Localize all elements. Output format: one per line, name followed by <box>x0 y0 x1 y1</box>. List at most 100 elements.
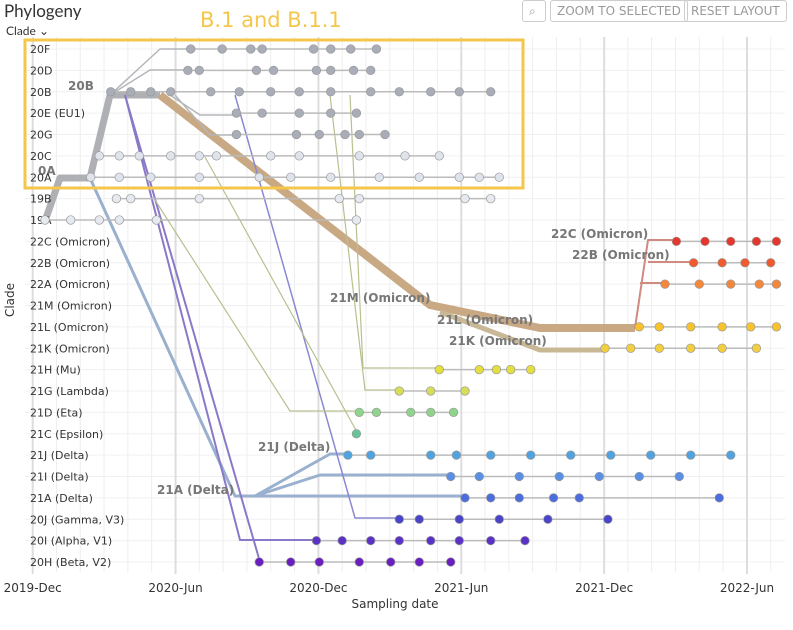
sample-point <box>634 471 644 482</box>
sample-point <box>474 364 484 375</box>
sample-point <box>454 535 464 546</box>
sample-point <box>114 151 124 161</box>
branch-label: 21M (Omicron) <box>330 291 430 305</box>
sample-point <box>543 514 553 524</box>
sample-point <box>486 493 496 503</box>
sample-point <box>486 535 496 546</box>
sample-point <box>686 450 696 460</box>
sample-point <box>257 44 267 54</box>
sample-point <box>434 151 444 161</box>
sample-point <box>460 193 470 204</box>
sample-point <box>343 450 353 460</box>
sample-point <box>326 44 336 54</box>
sample-point <box>394 87 404 97</box>
y-tick-label: 20B <box>30 86 52 99</box>
branch-label: 21L (Omicron) <box>437 313 533 327</box>
sample-point <box>451 450 462 460</box>
sample-point <box>294 87 304 97</box>
x-tick-label: 2022-Jun <box>720 581 774 595</box>
y-tick-label: 20H (Beta, V2) <box>30 556 111 569</box>
sample-point <box>337 535 347 546</box>
sample-point <box>314 129 324 140</box>
sample-point <box>494 172 504 182</box>
sample-point <box>294 108 304 118</box>
sample-point <box>460 386 470 396</box>
sample-point <box>674 471 684 482</box>
sample-point <box>351 429 362 439</box>
sample-point <box>366 535 376 546</box>
sample-point <box>246 44 256 54</box>
sample-point <box>654 343 664 353</box>
sample-point <box>646 450 656 460</box>
sample-point <box>66 215 76 225</box>
y-tick-label: 22C (Omicron) <box>30 235 110 248</box>
sample-point <box>326 172 336 182</box>
sample-point <box>354 557 364 567</box>
sample-point <box>454 172 464 182</box>
clade-selector[interactable]: Clade ⌄ <box>6 23 50 38</box>
y-tick-label: 20F <box>30 43 50 56</box>
sample-point <box>194 65 204 76</box>
search-button[interactable]: ⌕ <box>522 0 546 22</box>
sample-point <box>354 129 364 140</box>
sample-point <box>231 108 242 118</box>
sample-point <box>726 450 736 460</box>
branches <box>41 48 692 563</box>
sample-point <box>183 65 193 76</box>
sample-point <box>326 65 336 76</box>
zoom-button[interactable]: ZOOM TO SELECTED <box>550 0 688 22</box>
sample-point <box>346 44 356 54</box>
sample-point <box>426 450 436 460</box>
sample-point <box>86 172 96 182</box>
sample-point <box>348 65 359 76</box>
sample-point <box>340 129 350 140</box>
y-tick-label: 21M (Omicron) <box>30 300 112 313</box>
sample-point <box>351 108 362 118</box>
sample-point <box>251 65 262 76</box>
sample-point <box>426 87 436 97</box>
sample-point <box>380 129 390 140</box>
sample-point <box>474 471 484 482</box>
sample-point <box>603 514 613 524</box>
sample-point <box>194 151 204 161</box>
sample-point <box>134 151 144 161</box>
y-tick-label: 21D (Eta) <box>30 406 83 419</box>
sample-point <box>460 493 470 503</box>
sample-point <box>446 557 456 567</box>
sample-point <box>771 236 782 247</box>
sample-point <box>694 279 704 289</box>
y-tick-label: 22A (Omicron) <box>30 278 110 291</box>
y-tick-label: 21A (Delta) <box>30 492 93 505</box>
sample-point <box>454 514 464 524</box>
sample-point <box>686 322 696 332</box>
sample-point <box>700 236 710 247</box>
sample-point <box>414 557 424 567</box>
y-tick-label: 21C (Epsilon) <box>30 428 103 441</box>
sample-point <box>414 514 424 524</box>
sample-point <box>717 258 727 268</box>
sample-point <box>771 279 782 289</box>
y-tick-label: 21J (Delta) <box>30 449 89 462</box>
y-tick-label: 21I (Delta) <box>30 471 89 484</box>
y-tick-label: 20I (Alpha, V1) <box>30 535 112 548</box>
sample-point <box>434 364 444 375</box>
sample-point <box>166 151 176 161</box>
branch <box>124 94 315 563</box>
sample-point <box>400 151 410 161</box>
sample-point <box>40 215 50 225</box>
sample-point <box>374 172 384 182</box>
branch <box>157 91 635 332</box>
sample-point <box>268 65 279 76</box>
reset-button[interactable]: RESET LAYOUT <box>684 0 787 22</box>
sample-point <box>266 151 276 161</box>
sample-point <box>394 514 404 524</box>
sample-point <box>554 471 564 482</box>
branch-label: 21A (Delta) <box>157 483 234 497</box>
sample-point <box>426 535 436 546</box>
sample-point <box>671 236 682 247</box>
sample-point <box>217 44 227 54</box>
sample-point <box>688 258 699 268</box>
sample-point <box>94 151 104 161</box>
y-tick-label: 19B <box>30 193 52 206</box>
